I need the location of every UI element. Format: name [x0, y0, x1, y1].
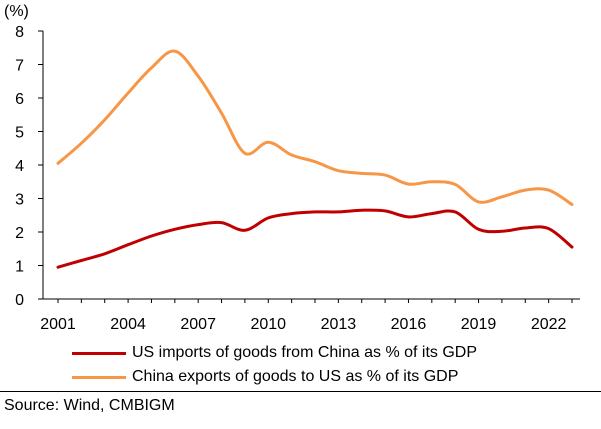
y-axis-unit: (%) [4, 3, 29, 20]
y-tick-label: 7 [15, 58, 24, 75]
y-tick-label: 5 [15, 125, 24, 142]
y-tick-label: 6 [15, 91, 24, 108]
legend-entry-us-imports: US imports of goods from China as % of i… [72, 341, 477, 365]
y-tick-label: 8 [15, 24, 24, 41]
x-tick-label: 2007 [180, 316, 216, 333]
legend-swatch-china-exports [72, 375, 126, 379]
legend: US imports of goods from China as % of i… [72, 341, 477, 389]
series-line-0 [56, 208, 574, 269]
y-tick-label: 3 [15, 192, 24, 209]
x-axis: 2001 2004 2007 2010 2013 2016 2019 2022 [40, 298, 580, 333]
legend-swatch-us-imports [72, 351, 126, 355]
series-layer [56, 49, 574, 269]
legend-label-china-exports: China exports of goods to US as % of its… [132, 368, 459, 385]
y-tick-label: 4 [15, 158, 24, 175]
series-line-1 [56, 49, 574, 206]
y-tick-label: 1 [15, 259, 24, 276]
x-tick-label: 2010 [250, 316, 286, 333]
legend-label-us-imports: US imports of goods from China as % of i… [132, 344, 478, 361]
divider-line [0, 391, 601, 392]
y-tick-label: 2 [15, 225, 24, 242]
y-tick-label: 0 [15, 292, 24, 309]
y-axis: 0 1 2 3 4 5 6 7 8 [15, 24, 44, 309]
x-tick-label: 2001 [40, 316, 76, 333]
x-tick-label: 2022 [531, 316, 567, 333]
x-tick-label: 2013 [321, 316, 357, 333]
x-tick-label: 2016 [391, 316, 427, 333]
source-note: Source: Wind, CMBIGM [4, 397, 175, 414]
x-tick-label: 2019 [461, 316, 497, 333]
legend-entry-china-exports: China exports of goods to US as % of its… [72, 365, 477, 389]
x-tick-label: 2004 [110, 316, 146, 333]
